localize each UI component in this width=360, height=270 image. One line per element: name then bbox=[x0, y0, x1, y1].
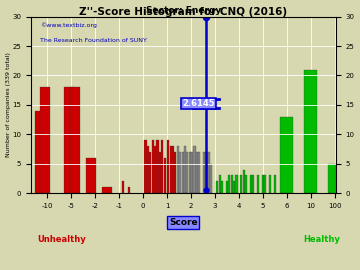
Bar bbox=[280, 117, 293, 193]
Bar bbox=[163, 158, 166, 193]
Text: ©www.textbiz.org: ©www.textbiz.org bbox=[40, 22, 97, 28]
Bar bbox=[149, 152, 151, 193]
Text: Sector: Energy: Sector: Energy bbox=[145, 6, 221, 15]
Bar bbox=[274, 176, 276, 193]
Bar bbox=[250, 176, 252, 193]
Bar bbox=[102, 187, 112, 193]
Bar bbox=[170, 146, 172, 193]
Bar bbox=[226, 181, 228, 193]
Bar bbox=[35, 111, 45, 193]
Bar bbox=[219, 176, 221, 193]
Bar bbox=[193, 146, 195, 193]
Bar bbox=[154, 146, 156, 193]
Bar bbox=[181, 152, 184, 193]
Bar bbox=[206, 152, 208, 193]
Bar bbox=[177, 146, 179, 193]
Bar bbox=[216, 181, 219, 193]
Bar bbox=[328, 164, 341, 193]
Bar bbox=[269, 176, 271, 193]
Bar bbox=[257, 176, 259, 193]
Bar bbox=[174, 152, 176, 193]
Bar bbox=[198, 152, 201, 193]
Bar bbox=[240, 176, 242, 193]
Text: Healthy: Healthy bbox=[303, 235, 340, 244]
Bar bbox=[159, 152, 161, 193]
Bar bbox=[262, 176, 264, 193]
Bar bbox=[233, 181, 235, 193]
Bar bbox=[221, 181, 223, 193]
Bar bbox=[264, 176, 266, 193]
Bar bbox=[243, 170, 245, 193]
Bar bbox=[179, 152, 181, 193]
Bar bbox=[64, 87, 74, 193]
Bar bbox=[210, 164, 212, 193]
Bar bbox=[40, 87, 50, 193]
Bar bbox=[147, 146, 149, 193]
Bar bbox=[228, 176, 230, 193]
Bar bbox=[189, 152, 191, 193]
Bar bbox=[184, 146, 186, 193]
Bar bbox=[128, 187, 130, 193]
Bar bbox=[203, 152, 205, 193]
Bar bbox=[235, 176, 238, 193]
Bar bbox=[152, 140, 154, 193]
Bar bbox=[122, 181, 124, 193]
Text: The Research Foundation of SUNY: The Research Foundation of SUNY bbox=[40, 38, 147, 43]
Bar bbox=[208, 152, 210, 193]
Bar bbox=[186, 152, 188, 193]
Bar bbox=[86, 158, 96, 193]
Bar bbox=[191, 152, 193, 193]
Bar bbox=[161, 140, 163, 193]
Bar bbox=[230, 176, 233, 193]
Bar bbox=[304, 70, 317, 193]
Text: Score: Score bbox=[169, 218, 198, 227]
Bar bbox=[70, 87, 80, 193]
Bar bbox=[156, 140, 158, 193]
Title: Z''-Score Histogram for CNQ (2016): Z''-Score Histogram for CNQ (2016) bbox=[79, 7, 287, 17]
Text: Unhealthy: Unhealthy bbox=[37, 235, 86, 244]
Bar bbox=[245, 176, 247, 193]
Y-axis label: Number of companies (339 total): Number of companies (339 total) bbox=[5, 52, 10, 157]
Bar bbox=[144, 140, 147, 193]
Bar bbox=[167, 140, 169, 193]
Text: 2.6145: 2.6145 bbox=[182, 99, 215, 108]
Bar bbox=[196, 152, 198, 193]
Bar bbox=[172, 146, 174, 193]
Bar bbox=[252, 176, 254, 193]
